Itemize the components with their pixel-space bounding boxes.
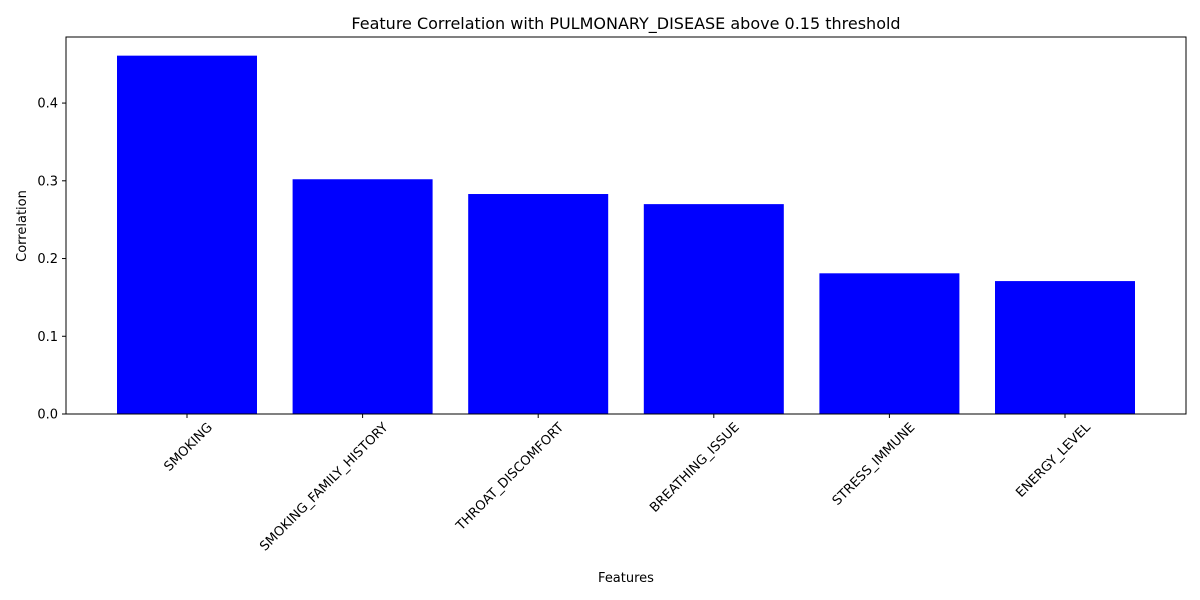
x-axis-ticks: SMOKING SMOKING_FAMILY_HISTORY THROAT_DISC… — [161, 414, 1094, 554]
y-tick-label: 0.3 — [37, 174, 58, 189]
x-tick-label: STRESS_IMMUNE — [830, 420, 919, 509]
bar-stress-immune — [819, 273, 960, 414]
x-tick-label: SMOKING — [161, 420, 215, 474]
y-axis-ticks: 0.0 0.1 0.2 0.3 0.4 — [37, 97, 66, 423]
plot-frame — [65, 36, 1187, 415]
bar-smoking — [117, 55, 257, 414]
bar-throat-discomfort — [468, 194, 609, 414]
bar-energy-level — [995, 281, 1135, 414]
x-axis-label: Features — [598, 571, 654, 586]
x-tick-label: SMOKING_FAMILY_HISTORY — [257, 420, 391, 554]
bar-smoking-family-history — [292, 179, 433, 414]
y-tick-label: 0.2 — [37, 252, 58, 267]
y-axis-label: Correlation — [15, 190, 30, 262]
x-tick-label: THROAT_DISCOMFORT — [453, 420, 567, 534]
bar-breathing-issue — [643, 204, 784, 414]
bars-group — [117, 55, 1135, 414]
y-tick-label: 0.1 — [37, 330, 58, 345]
y-tick-label: 0.4 — [37, 97, 58, 112]
chart-title: Feature Correlation with PULMONARY_DISEA… — [351, 14, 900, 34]
y-tick-label: 0.0 — [37, 408, 58, 423]
x-tick-label: ENERGY_LEVEL — [1013, 420, 1094, 501]
x-tick-label: BREATHING_ISSUE — [647, 420, 742, 515]
